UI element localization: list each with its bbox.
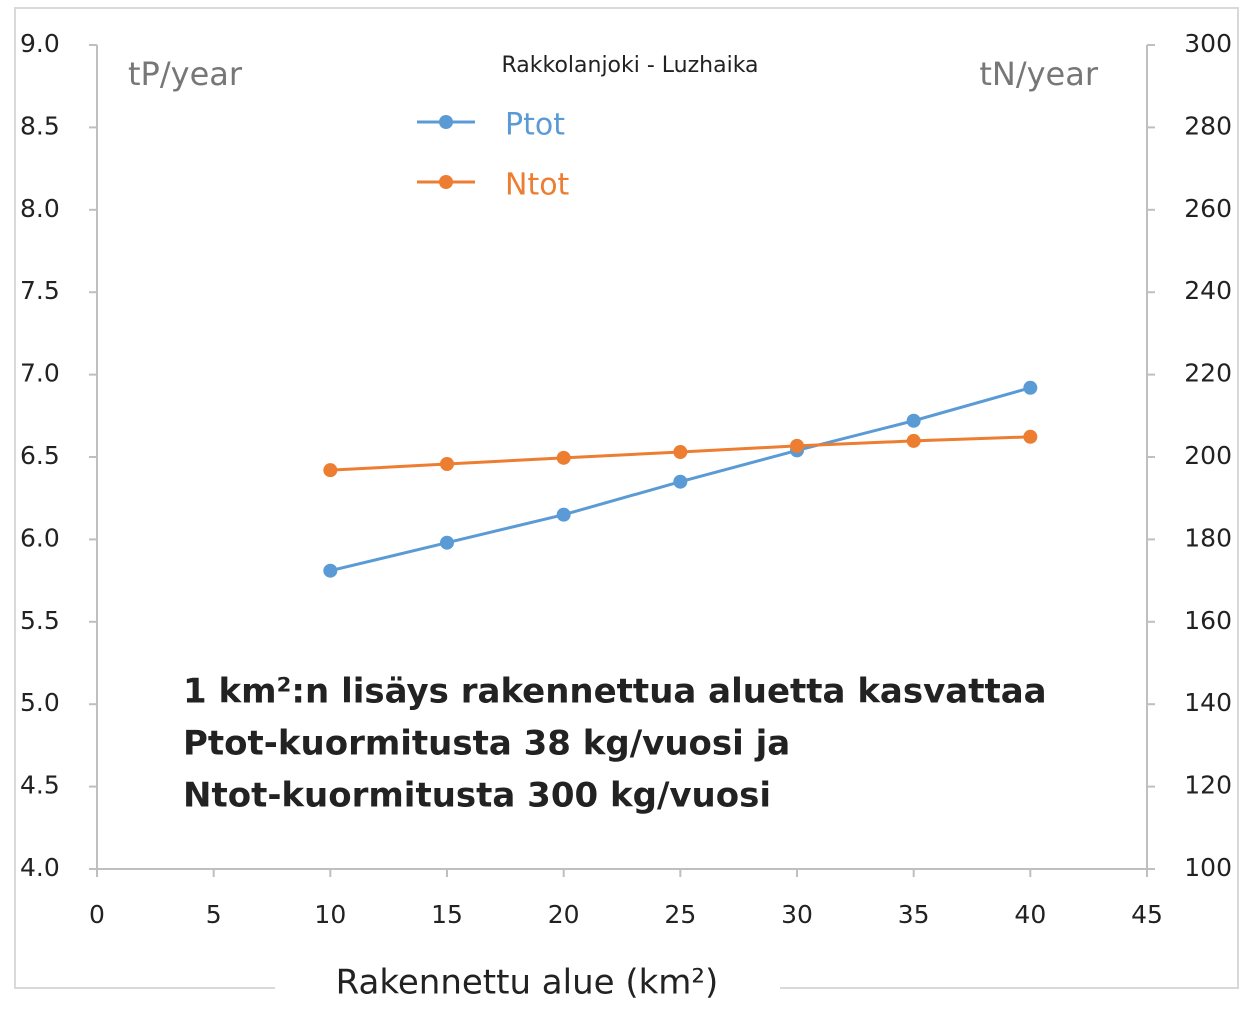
data-point (906, 413, 921, 428)
x-tick-label: 15 (431, 900, 463, 929)
data-point (790, 438, 804, 453)
data-point (906, 433, 921, 448)
y-tick-label: 4.0 (20, 853, 60, 882)
annotation: 1 km²:n lisäys rakennettua aluetta kasva… (183, 672, 1047, 816)
y-axis-label: tP/year (128, 55, 243, 93)
data-point (556, 507, 571, 522)
data-point (1023, 380, 1038, 395)
legend-marker (439, 115, 453, 129)
y2-tick-label: 220 (1184, 359, 1232, 388)
x-tick-label: 5 (206, 900, 222, 929)
x-axis-label: Rakennettu alue (km²) (336, 963, 719, 1003)
y-tick-label: 8.0 (20, 194, 60, 223)
chart-title: Rakkolanjoki - Luzhaika (501, 53, 758, 78)
annotation-line: Ptot-kuormitusta 38 kg/vuosi ja (183, 724, 790, 764)
x-tick-label: 25 (664, 900, 696, 929)
data-point (673, 474, 688, 489)
y-tick-label: 6.0 (20, 523, 60, 552)
legend-label: Ntot (505, 168, 570, 203)
x-tick-label: 45 (1131, 900, 1163, 929)
y-tick-label: 5.5 (20, 606, 60, 635)
data-point (323, 463, 338, 478)
y-tick-label: 6.5 (20, 441, 60, 470)
y2-tick-label: 280 (1184, 111, 1232, 140)
y2-tick-label: 260 (1184, 194, 1232, 223)
y2-tick-label: 300 (1184, 29, 1232, 58)
x-tick-label: 0 (89, 900, 105, 929)
data-point (440, 535, 454, 550)
y2-tick-label: 140 (1184, 688, 1232, 717)
y-tick-label: 4.5 (20, 771, 60, 800)
data-point (1023, 429, 1038, 444)
y-tick-label: 5.0 (20, 688, 60, 717)
y2-tick-label: 180 (1184, 523, 1232, 552)
y-tick-label: 9.0 (20, 29, 60, 58)
y-tick-label: 8.5 (20, 111, 60, 140)
annotation-line: Ntot-kuormitusta 300 kg/vuosi (183, 776, 771, 816)
x-tick-label: 40 (1014, 900, 1046, 929)
legend-marker (439, 175, 453, 189)
x-tick-label: 30 (781, 900, 813, 929)
y2-tick-label: 100 (1184, 853, 1232, 882)
y-tick-label: 7.5 (20, 276, 60, 305)
y2-tick-label: 160 (1184, 606, 1232, 635)
data-point (323, 563, 338, 578)
y2-tick-label: 120 (1184, 771, 1232, 800)
data-point (673, 445, 688, 460)
y-tick-label: 7.0 (20, 359, 60, 388)
y2-axis-label: tN/year (979, 55, 1099, 93)
x-tick-label: 35 (898, 900, 930, 929)
data-point (556, 450, 571, 465)
y2-tick-label: 240 (1184, 276, 1232, 305)
data-point (440, 457, 454, 472)
annotation-line: 1 km²:n lisäys rakennettua aluetta kasva… (183, 672, 1047, 712)
chart-frame (14, 7, 1239, 989)
x-tick-label: 10 (314, 900, 346, 929)
y2-tick-label: 200 (1184, 441, 1232, 470)
legend-label: Ptot (505, 108, 565, 143)
x-tick-label: 20 (548, 900, 580, 929)
